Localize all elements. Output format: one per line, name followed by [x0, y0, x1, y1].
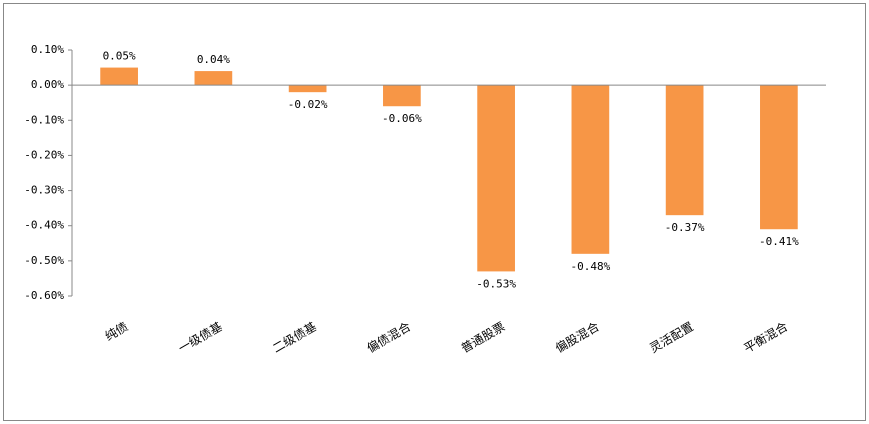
data-label: -0.02%: [288, 98, 328, 111]
bar: [383, 85, 421, 107]
x-tick-label: 偏债混合: [364, 319, 413, 356]
x-tick-label: 偏股混合: [553, 319, 602, 356]
bar: [194, 71, 233, 86]
data-label: -0.37%: [665, 221, 705, 234]
data-label: -0.53%: [476, 277, 516, 290]
x-tick-label: 一级债基: [176, 320, 225, 356]
x-tick-label: 二级债基: [270, 320, 319, 356]
bar: [760, 85, 798, 230]
x-tick-label: 灵活配置: [647, 320, 696, 356]
y-tick-label: -0.60%: [24, 289, 64, 302]
y-tick-label: -0.20%: [24, 148, 64, 161]
x-tick-label: 普通股票: [459, 320, 508, 356]
bar: [571, 85, 610, 254]
data-label: 0.04%: [197, 53, 230, 66]
y-tick-label: -0.10%: [24, 113, 64, 126]
y-tick-label: -0.30%: [24, 184, 64, 197]
y-tick-label: 0.00%: [31, 78, 64, 91]
data-label: -0.41%: [759, 235, 799, 248]
data-label: 0.05%: [103, 50, 136, 63]
x-tick-label: 纯债: [103, 320, 131, 344]
bar: [477, 85, 515, 272]
bar: [665, 85, 704, 216]
y-tick-label: -0.40%: [24, 219, 64, 232]
data-label: -0.06%: [382, 112, 422, 125]
y-tick-label: -0.50%: [24, 254, 64, 267]
bar: [288, 85, 327, 93]
y-tick-label: 0.10%: [31, 43, 64, 56]
data-label: -0.48%: [571, 260, 611, 273]
bar: [100, 67, 138, 86]
chart-border: [3, 3, 866, 421]
x-tick-label: 平衡混合: [741, 319, 790, 356]
